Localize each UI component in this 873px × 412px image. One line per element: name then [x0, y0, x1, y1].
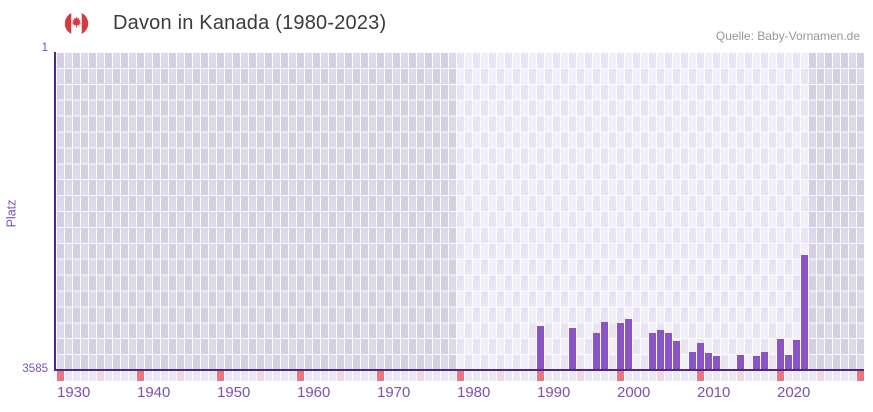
- mid-decade-mark-2025: [817, 371, 824, 381]
- x-axis-tick-strip: [56, 371, 864, 381]
- decade-mark-2020: [777, 371, 784, 381]
- canada-flag-icon: [64, 11, 89, 36]
- decade-mark-2030: [857, 371, 864, 381]
- x-tick-label-2010: 2010: [697, 384, 731, 401]
- bar-2015[interactable]: [737, 355, 744, 370]
- source-credit: Quelle: Baby-Vornamen.de: [715, 29, 860, 43]
- bar-2001[interactable]: [625, 319, 632, 370]
- x-tick-label-2000: 2000: [617, 384, 651, 401]
- data-range-highlight-band: [456, 52, 808, 370]
- x-tick-label-1970: 1970: [377, 384, 411, 401]
- bar-2018[interactable]: [761, 352, 768, 370]
- mid-decade-mark-1975: [417, 371, 424, 381]
- bar-1997[interactable]: [593, 333, 600, 370]
- decade-mark-1940: [137, 371, 144, 381]
- x-tick-label-1980: 1980: [457, 384, 491, 401]
- bar-2021[interactable]: [785, 355, 792, 370]
- bar-1994[interactable]: [569, 328, 576, 370]
- bar-2011[interactable]: [705, 353, 712, 370]
- decade-mark-1960: [297, 371, 304, 381]
- bar-1990[interactable]: [537, 326, 544, 370]
- decade-mark-1930: [57, 371, 64, 381]
- y-axis-bottom-tick: 3585: [22, 363, 48, 375]
- decade-mark-1990: [537, 371, 544, 381]
- bar-2017[interactable]: [753, 356, 760, 370]
- bar-2012[interactable]: [713, 356, 720, 370]
- y-axis-line: [54, 52, 56, 371]
- decade-mark-1970: [377, 371, 384, 381]
- mid-decade-mark-1955: [257, 371, 264, 381]
- x-tick-label-2020: 2020: [777, 384, 811, 401]
- x-axis-labels: 1930 1940 1950 1960 1970 1980 1990 2000 2010 2020: [56, 384, 864, 404]
- bar-2009[interactable]: [689, 352, 696, 370]
- bar-2000[interactable]: [617, 323, 624, 370]
- plot-area: [56, 52, 864, 370]
- bar-2007[interactable]: [673, 341, 680, 370]
- bar-2006[interactable]: [665, 333, 672, 370]
- mid-decade-mark-1965: [337, 371, 344, 381]
- decade-mark-2000: [617, 371, 624, 381]
- bar-2023[interactable]: [801, 255, 808, 370]
- x-tick-label-1930: 1930: [57, 384, 91, 401]
- y-axis-top-tick: 1: [41, 42, 48, 54]
- bar-2005[interactable]: [657, 330, 664, 370]
- decade-mark-1950: [217, 371, 224, 381]
- x-tick-label-1990: 1990: [537, 384, 571, 401]
- bar-1998[interactable]: [601, 322, 608, 370]
- mid-decade-mark-1935: [97, 371, 104, 381]
- decade-mark-2010: [697, 371, 704, 381]
- bar-2004[interactable]: [649, 333, 656, 370]
- bar-2010[interactable]: [697, 343, 704, 370]
- mid-decade-mark-2015: [737, 371, 744, 381]
- x-axis-line: [54, 369, 864, 371]
- x-tick-label-1940: 1940: [137, 384, 171, 401]
- chart-title: Davon in Kanada (1980-2023): [113, 12, 387, 34]
- mid-decade-mark-2005: [657, 371, 664, 381]
- x-tick-label-1960: 1960: [297, 384, 331, 401]
- y-axis-label: Platz: [4, 199, 19, 228]
- decade-mark-1980: [457, 371, 464, 381]
- mid-decade-mark-1985: [497, 371, 504, 381]
- bar-2022[interactable]: [793, 340, 800, 370]
- x-tick-label-1950: 1950: [217, 384, 251, 401]
- bar-2020[interactable]: [777, 339, 784, 370]
- mid-decade-mark-1945: [177, 371, 184, 381]
- mid-decade-mark-1995: [577, 371, 584, 381]
